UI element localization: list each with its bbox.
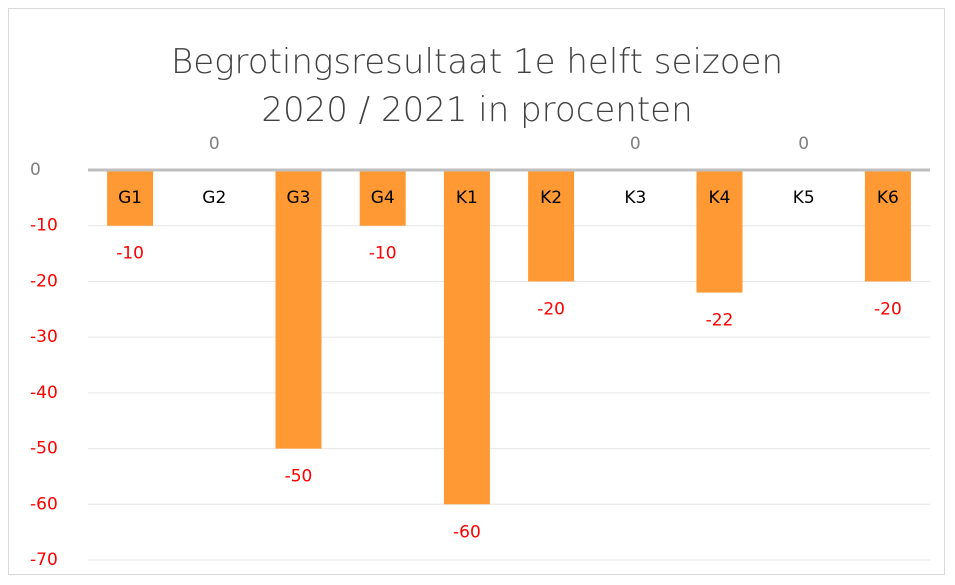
- x-tick-label: G3: [287, 188, 311, 208]
- x-tick-label: G1: [118, 188, 142, 208]
- data-label: -50: [285, 467, 313, 487]
- y-tick-label: -60: [30, 494, 58, 514]
- data-label: -20: [874, 299, 902, 319]
- bar: [107, 170, 154, 226]
- bar: [275, 170, 322, 449]
- y-tick-label: -10: [30, 216, 58, 236]
- bar: [359, 170, 406, 226]
- data-label: 0: [798, 134, 809, 154]
- x-tick-label: G2: [202, 188, 226, 208]
- chart-title: Begrotingsresultaat 1e helft seizoen 202…: [170, 42, 784, 130]
- bar: [528, 170, 575, 282]
- data-label: -22: [706, 311, 734, 331]
- data-label: -10: [369, 244, 397, 264]
- bar: [864, 170, 911, 282]
- bar: [443, 170, 490, 505]
- x-tick-label: K6: [877, 188, 899, 208]
- data-label: -60: [453, 522, 481, 542]
- data-label: 0: [630, 134, 641, 154]
- data-label: -10: [116, 244, 144, 264]
- x-tick-label: K1: [456, 188, 478, 208]
- x-tick-label: K4: [709, 188, 731, 208]
- bar: [696, 170, 743, 293]
- data-label: -20: [537, 299, 565, 319]
- x-tick-label: K2: [540, 188, 562, 208]
- y-tick-label: 0: [30, 160, 41, 180]
- x-tick-label: K5: [793, 188, 815, 208]
- x-tick-label: G4: [371, 188, 395, 208]
- y-tick-label: -70: [30, 550, 58, 570]
- y-tick-label: -30: [30, 327, 58, 347]
- y-tick-label: -40: [30, 383, 58, 403]
- y-tick-label: -50: [30, 439, 58, 459]
- y-tick-label: -20: [30, 271, 58, 291]
- chart-border: [8, 8, 945, 575]
- x-tick-label: K3: [624, 188, 646, 208]
- data-label: 0: [209, 134, 220, 154]
